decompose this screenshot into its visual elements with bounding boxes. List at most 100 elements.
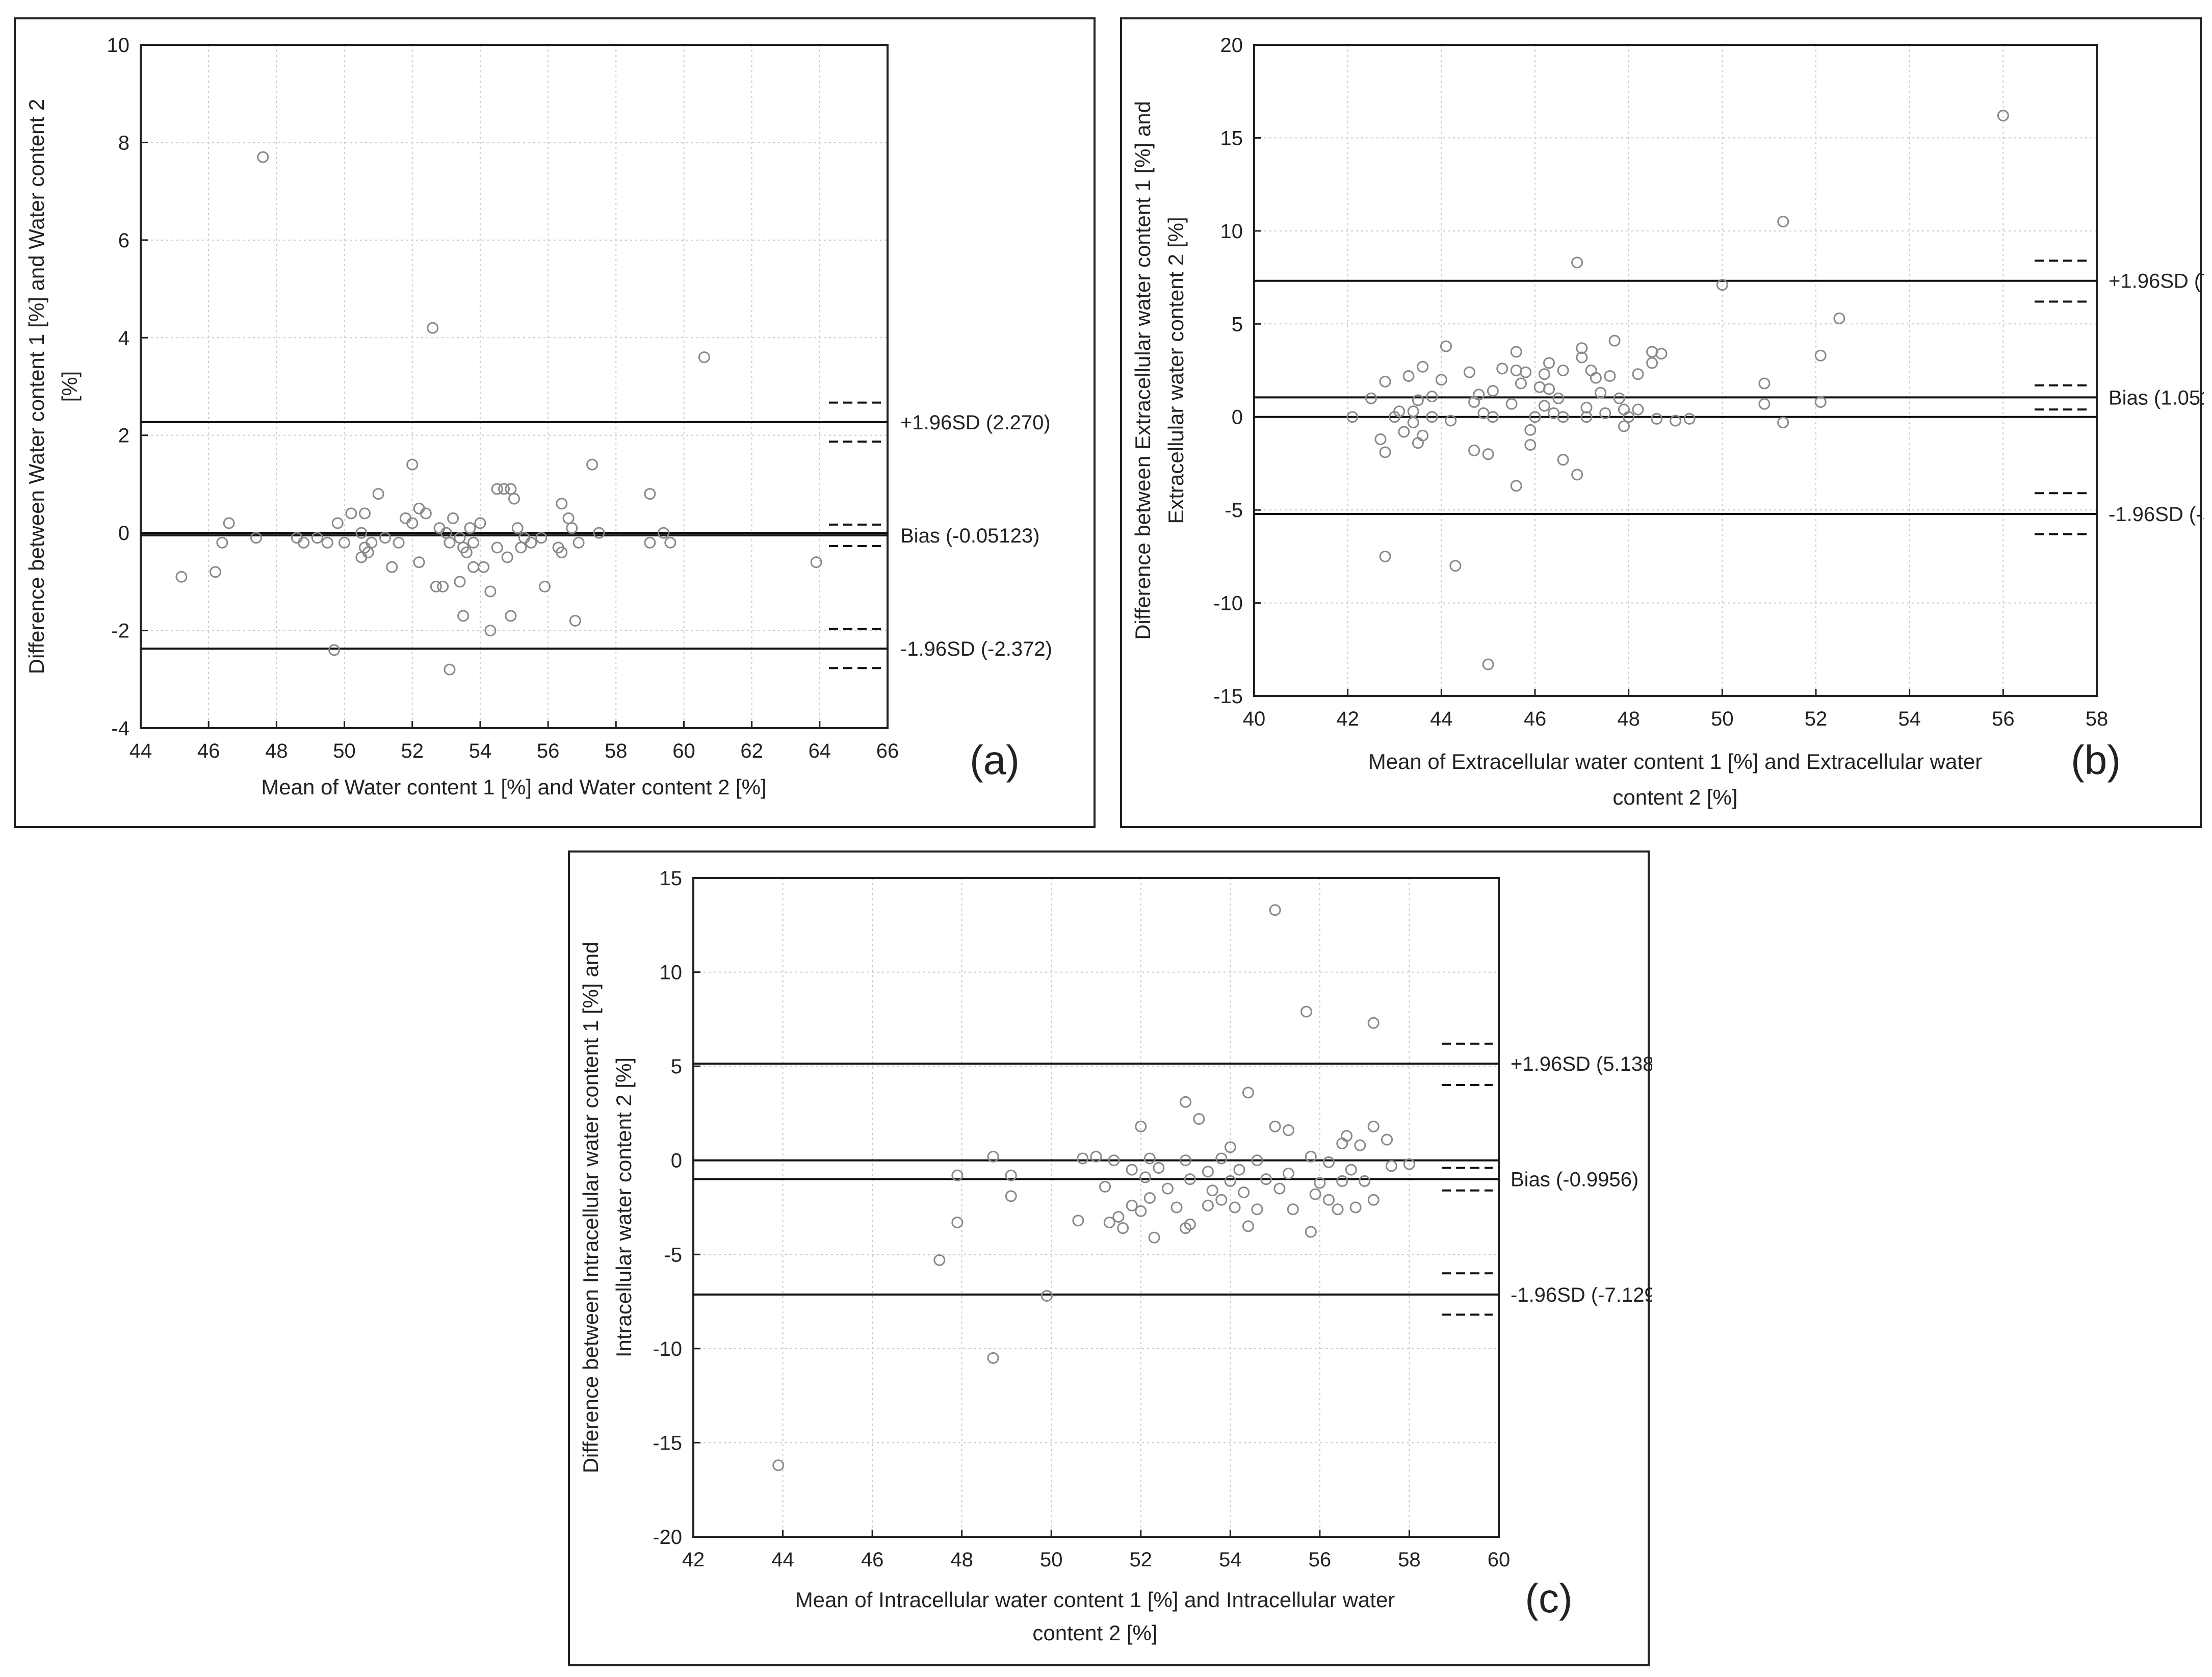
- data-point: [1305, 1226, 1317, 1238]
- data-point: [175, 571, 188, 583]
- x-tick-label: 50: [333, 740, 356, 762]
- data-point: [1632, 368, 1644, 380]
- data-point: [1381, 1133, 1393, 1146]
- data-point: [1646, 346, 1658, 358]
- chart-c: 42 44 46 48 50 52 54 56 58 60 -20 -15 -10 -5 0 5 10 15 +1.…: [579, 867, 1652, 1645]
- data-point: [1314, 1177, 1326, 1189]
- data-point: [386, 561, 398, 573]
- x-tick-label: 64: [809, 740, 831, 762]
- data-point: [525, 536, 537, 549]
- data-point: [505, 610, 517, 622]
- data-point: [427, 322, 439, 334]
- data-point: [1269, 904, 1281, 916]
- data-point: [1229, 1201, 1241, 1214]
- reference-line-label: +1.96SD (5.138): [1511, 1053, 1652, 1075]
- data-point: [467, 536, 480, 549]
- x-tick-label: 44: [771, 1549, 794, 1571]
- data-point: [250, 532, 262, 544]
- data-point: [1215, 1194, 1228, 1206]
- x-tick-label: 50: [1040, 1549, 1063, 1571]
- data-point: [491, 541, 503, 554]
- data-point: [474, 517, 486, 529]
- y-tick-label: -2: [111, 620, 129, 642]
- data-point: [1557, 365, 1569, 376]
- x-tick-label: 56: [537, 740, 560, 762]
- data-point: [556, 498, 568, 510]
- x-tick-label: 58: [2086, 708, 2109, 730]
- data-point: [331, 517, 344, 529]
- data-point: [535, 532, 548, 544]
- data-point: [1135, 1205, 1147, 1217]
- data-point: [1595, 386, 1607, 399]
- data-point: [1300, 1005, 1313, 1018]
- data-point: [1468, 396, 1480, 408]
- y-tick-label: 6: [118, 229, 129, 252]
- x-tick-label: 58: [605, 740, 628, 762]
- x-tick-label: 46: [1524, 708, 1547, 730]
- data-point: [1385, 1160, 1397, 1172]
- data-point: [1524, 424, 1537, 436]
- data-point: [1510, 365, 1522, 376]
- data-point: [1005, 1190, 1017, 1202]
- data-point: [257, 151, 269, 163]
- data-point: [1533, 381, 1546, 393]
- data-point: [664, 536, 676, 549]
- data-point: [454, 532, 466, 544]
- data-point: [339, 536, 351, 549]
- y-axis-label: Extracellular water content 2 [%]: [1164, 217, 1188, 524]
- y-axis-label: Difference between Water content 1 [%] a…: [24, 99, 48, 674]
- data-point: [1251, 1203, 1263, 1216]
- data-point: [566, 522, 578, 534]
- x-axis-label: Mean of Water content 1 [%] and Water co…: [261, 775, 766, 799]
- data-point: [1126, 1164, 1138, 1176]
- data-point: [216, 536, 228, 549]
- reference-line-label: +1.96SD (2.270): [900, 411, 1051, 434]
- x-tick-label: 46: [197, 740, 220, 762]
- data-point: [1403, 1158, 1415, 1170]
- data-point: [1557, 454, 1569, 466]
- data-point: [1777, 417, 1789, 429]
- x-tick-label: 48: [265, 740, 288, 762]
- data-point: [460, 546, 473, 558]
- x-tick-label: 62: [740, 740, 763, 762]
- data-point: [1538, 400, 1550, 412]
- data-point: [1758, 398, 1771, 410]
- data-point: [1077, 1152, 1089, 1165]
- data-point: [951, 1217, 964, 1229]
- x-tick-label: 54: [1219, 1549, 1242, 1571]
- y-tick-label: -20: [653, 1526, 682, 1549]
- data-point: [1412, 437, 1424, 449]
- data-point: [1143, 1192, 1156, 1204]
- data-point: [447, 512, 459, 524]
- data-point: [1260, 1173, 1272, 1185]
- x-tick-label: 56: [1309, 1549, 1332, 1571]
- x-tick-label: 48: [950, 1549, 973, 1571]
- plot-frame: [140, 44, 889, 729]
- data-point: [355, 551, 368, 563]
- data-point: [484, 585, 497, 598]
- data-point: [491, 483, 503, 495]
- data-point: [1623, 411, 1635, 423]
- data-point: [464, 522, 476, 534]
- data-point: [1651, 412, 1663, 425]
- data-point: [1407, 417, 1419, 429]
- data-point: [951, 1169, 964, 1181]
- data-point: [1608, 334, 1621, 347]
- data-point: [1282, 1168, 1294, 1180]
- data-point: [1482, 658, 1494, 670]
- x-tick-label: 56: [1992, 708, 2015, 730]
- y-axis-label: [%]: [58, 371, 82, 402]
- data-point: [1269, 1120, 1281, 1132]
- data-point: [1585, 365, 1597, 376]
- data-point: [987, 1150, 999, 1163]
- data-point: [1426, 411, 1438, 423]
- data-point: [1305, 1150, 1317, 1163]
- data-point: [1505, 398, 1518, 410]
- x-tick-label: 60: [672, 740, 695, 762]
- y-tick-label: 0: [118, 522, 129, 545]
- y-tick-label: 5: [1232, 313, 1243, 336]
- x-tick-label: 52: [1130, 1549, 1153, 1571]
- data-point: [1538, 368, 1550, 380]
- data-point: [1309, 1188, 1321, 1200]
- x-tick-label: 44: [129, 740, 152, 762]
